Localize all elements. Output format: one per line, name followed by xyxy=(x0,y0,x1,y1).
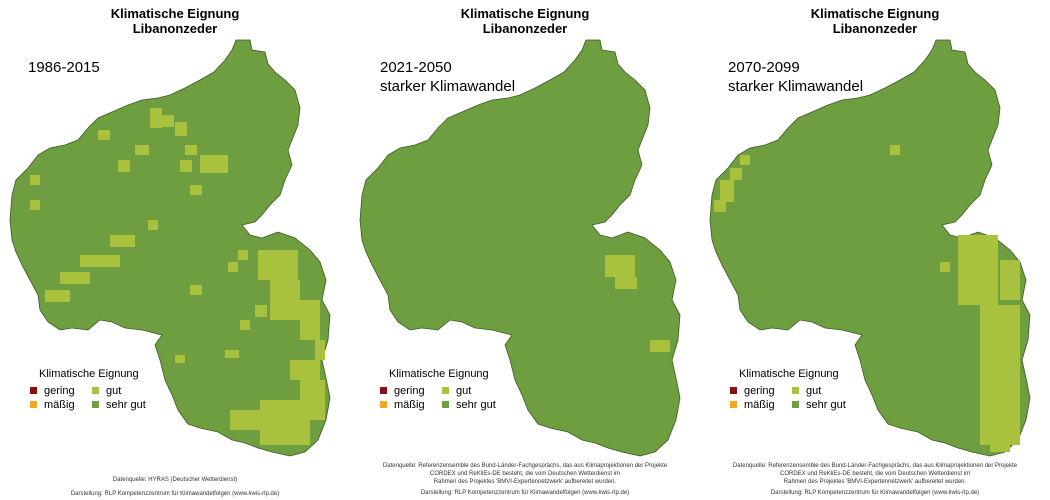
source-note: Datenquelle: Referenzensemble des Bund-L… xyxy=(382,463,668,496)
suitability-cells xyxy=(30,108,325,445)
legend-item-sehr-gut: sehr gut xyxy=(792,398,882,411)
period-label: 2070-2099 starker Klimawandel xyxy=(728,58,863,96)
suitability-cells xyxy=(714,145,1020,452)
legend-title: Klimatische Eignung xyxy=(739,368,839,380)
legend: Klimatische Eignung gering gut mäßig seh… xyxy=(380,368,580,411)
source-note: Datenquelle: HYRAS (Deutscher Wetterdien… xyxy=(70,477,280,497)
legend: Klimatische Eignung gering gut mäßig seh… xyxy=(30,368,230,411)
legend-item-gering: gering xyxy=(730,384,792,397)
legend-title: Klimatische Eignung xyxy=(39,368,139,380)
map-subtitle: Libanonzeder xyxy=(132,21,218,36)
period-years: 2070-2099 xyxy=(728,59,800,76)
suitability-cells xyxy=(605,255,670,352)
map-panel-2070-2099: Klimatische Eignung Libanonzeder 2070-20… xyxy=(700,0,1050,500)
map-graphic xyxy=(9,39,331,457)
legend-title: Klimatische Eignung xyxy=(389,368,489,380)
map-subtitle: Libanonzeder xyxy=(482,21,568,36)
map-title: Klimatische Eignung xyxy=(810,6,940,21)
map-title: Klimatische Eignung xyxy=(110,6,240,21)
map-graphic xyxy=(709,39,1031,457)
legend-item-gering: gering xyxy=(30,384,92,397)
legend-item-gut: gut xyxy=(92,384,182,397)
period-years: 1986-2015 xyxy=(28,59,100,76)
period-scenario: starker Klimawandel xyxy=(728,78,864,95)
legend-item-sehr-gut: sehr gut xyxy=(442,398,532,411)
map-title: Klimatische Eignung xyxy=(460,6,590,21)
legend-item-gut: gut xyxy=(792,384,882,397)
legend-item-gut: gut xyxy=(442,384,532,397)
period-label: 2021-2050 starker Klimawandel xyxy=(380,58,515,96)
legend-item-sehr-gut: sehr gut xyxy=(92,398,182,411)
period-scenario: starker Klimawandel xyxy=(380,78,516,95)
source-note: Datenquelle: Referenzensemble des Bund-L… xyxy=(732,463,1018,496)
map-graphic xyxy=(359,39,681,457)
region-shape xyxy=(709,39,1031,457)
legend-item-maessig: mäßig xyxy=(30,398,92,411)
map-panel-1986-2015: Klimatische Eignung Libanonzeder 1986-20… xyxy=(0,0,350,500)
region-shape xyxy=(9,39,331,457)
region-shape xyxy=(359,39,681,457)
legend-item-maessig: mäßig xyxy=(380,398,442,411)
legend-item-maessig: mäßig xyxy=(730,398,792,411)
legend: Klimatische Eignung gering gut mäßig seh… xyxy=(730,368,930,411)
period-years: 2021-2050 xyxy=(380,59,452,76)
legend-item-gering: gering xyxy=(380,384,442,397)
period-label: 1986-2015 xyxy=(28,58,100,77)
map-panel-2021-2050: Klimatische Eignung Libanonzeder 2021-20… xyxy=(350,0,700,500)
map-subtitle: Libanonzeder xyxy=(832,21,918,36)
